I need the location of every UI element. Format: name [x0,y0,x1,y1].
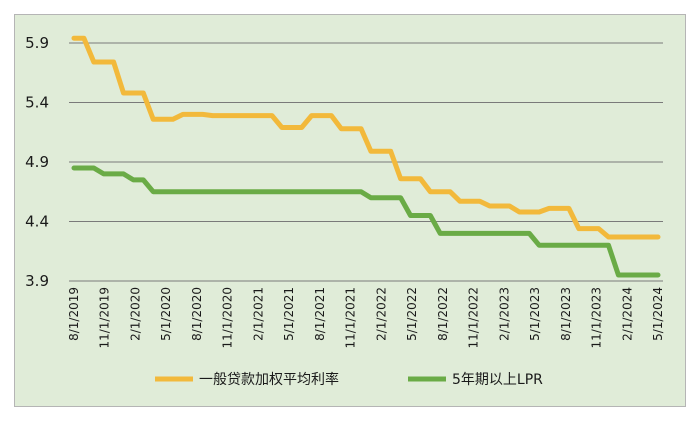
line-chart: 3.9 4.4 4.9 5.4 5.9 8/1/2019 11/1/2019 2/1/2020… [25,34,665,388]
x-tick-label: 8/1/2019 [67,287,81,341]
x-tick-label: 5/1/2024 [651,287,665,341]
x-tick-label: 11/1/2021 [344,287,358,349]
x-tick-label: 2/1/2024 [620,287,634,341]
y-tick-label: 5.9 [25,34,49,52]
y-tick-label: 4.4 [25,213,49,231]
chart-area: 3.9 4.4 4.9 5.4 5.9 8/1/2019 11/1/2019 2/1/2020… [14,14,686,407]
y-tick-label: 5.4 [25,94,49,112]
x-tick-label: 11/1/2019 [98,287,112,349]
x-tick-label: 8/1/2023 [559,287,573,341]
series-line-1 [71,165,661,278]
x-tick-label: 2/1/2020 [128,287,142,341]
legend-label-1: 5年期以上LPR [452,372,543,388]
x-tick-label: 11/1/2023 [590,287,604,349]
x-tick-label: 5/1/2021 [282,287,296,341]
x-tick-label: 2/1/2022 [374,287,388,341]
y-tick-label: 3.9 [25,272,49,290]
x-tick-label: 5/1/2020 [159,287,173,341]
legend-label-0: 一般贷款加权平均利率 [199,371,339,388]
y-tick-label: 4.9 [25,153,49,171]
x-tick-label: 2/1/2023 [497,287,511,341]
x-tick-label: 5/1/2023 [528,287,542,341]
x-tick-label: 11/1/2022 [467,287,481,349]
x-tick-label: 8/1/2022 [436,287,450,341]
x-tick-label: 11/1/2020 [221,287,235,349]
x-tick-label: 2/1/2021 [251,287,265,341]
x-tick-label: 8/1/2021 [313,287,327,341]
series-line-0 [71,35,661,240]
x-tick-label: 5/1/2022 [405,287,419,341]
x-tick-label: 8/1/2020 [190,287,204,341]
